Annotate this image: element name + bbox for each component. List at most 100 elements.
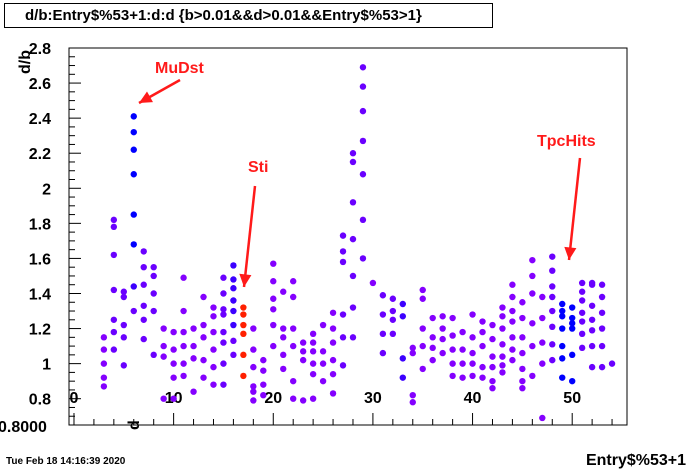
data-point (299, 348, 307, 355)
data-point (429, 334, 436, 341)
data-point (250, 383, 257, 390)
data-point (309, 370, 317, 378)
data-point (270, 342, 277, 350)
y-tick-label: 1.8 (29, 216, 51, 233)
data-point (549, 293, 556, 301)
data-point (230, 351, 237, 359)
data-point (578, 309, 586, 316)
data-point (160, 342, 167, 350)
data-point (180, 360, 187, 367)
data-point (180, 274, 187, 281)
data-point (559, 325, 566, 332)
data-point (578, 330, 586, 338)
data-point (379, 330, 387, 338)
data-point (519, 349, 526, 357)
data-point (220, 328, 227, 336)
data-point (399, 300, 407, 308)
data-point (369, 279, 377, 287)
data-point (559, 342, 566, 350)
data-point (270, 260, 277, 267)
data-point (469, 360, 476, 367)
data-point (469, 372, 476, 380)
data-point (230, 337, 237, 345)
data-point (220, 274, 227, 281)
data-point (210, 328, 217, 336)
data-point (529, 256, 536, 264)
data-point (200, 321, 207, 329)
data-point (409, 399, 416, 406)
data-point (519, 299, 526, 306)
data-point (529, 320, 536, 327)
data-point (349, 272, 357, 280)
data-point (439, 313, 446, 320)
data-point (578, 318, 586, 325)
data-point (170, 346, 177, 353)
data-point (289, 325, 297, 332)
data-point (240, 311, 247, 318)
data-point (250, 388, 257, 395)
data-point (489, 335, 496, 343)
plot-border (68, 47, 628, 426)
data-point (230, 262, 237, 269)
data-point (170, 374, 177, 381)
data-point (559, 307, 566, 315)
data-point (140, 281, 147, 288)
data-point (578, 297, 586, 304)
data-point (529, 290, 536, 297)
data-point (349, 150, 357, 157)
plot-frame (68, 47, 628, 426)
data-point (539, 314, 546, 322)
data-point (210, 304, 217, 311)
data-point (100, 374, 108, 381)
data-point (469, 334, 476, 341)
data-point (479, 374, 486, 381)
data-point (469, 349, 476, 357)
y-tick-label: 0.8 (29, 392, 51, 409)
data-point (230, 285, 237, 292)
data-point (539, 293, 546, 301)
data-point (150, 263, 157, 271)
data-point (180, 372, 187, 380)
data-point (200, 356, 207, 364)
data-point (399, 313, 407, 320)
data-point (220, 306, 227, 313)
data-point (598, 293, 606, 301)
data-point (549, 253, 556, 260)
data-point (419, 365, 426, 373)
data-point (359, 171, 367, 178)
data-point (130, 113, 137, 120)
data-point (439, 325, 446, 332)
data-point (240, 330, 247, 338)
data-point (329, 370, 337, 378)
data-point (559, 374, 566, 381)
data-point (409, 344, 416, 352)
data-point (549, 283, 556, 290)
data-point (429, 314, 436, 322)
data-point (329, 339, 337, 346)
data-point (130, 146, 137, 153)
x-tick-label: 50 (563, 390, 581, 407)
annotation-arrow-head (139, 91, 153, 103)
data-point (190, 355, 197, 362)
data-point (299, 339, 307, 346)
data-point (339, 334, 347, 341)
data-point (289, 342, 297, 350)
data-point (280, 325, 287, 332)
data-point (100, 360, 108, 367)
data-point (250, 325, 257, 332)
data-point (110, 316, 118, 323)
data-point (240, 351, 247, 359)
data-point (250, 363, 257, 371)
data-point (230, 321, 237, 329)
data-point (479, 342, 486, 350)
data-point (489, 321, 496, 329)
data-point (419, 295, 426, 302)
data-point (289, 278, 297, 285)
data-point (588, 327, 596, 334)
data-point (499, 304, 506, 311)
data-point (210, 363, 217, 371)
data-point (519, 384, 526, 392)
data-point (299, 397, 307, 404)
data-point (559, 313, 566, 320)
data-point (240, 304, 247, 311)
